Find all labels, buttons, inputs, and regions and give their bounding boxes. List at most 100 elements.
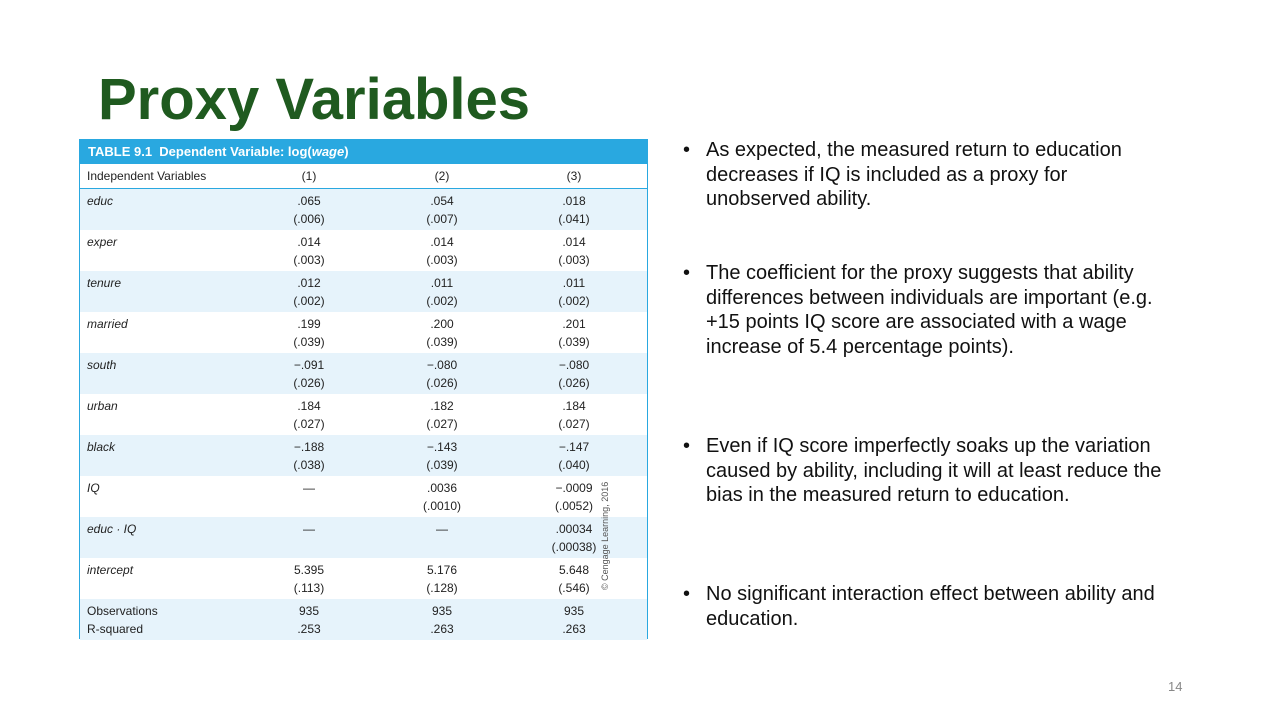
cell-value: (.00038) <box>551 540 597 554</box>
cell-value: .014 <box>562 235 586 249</box>
cell-value: −.147 <box>558 440 590 454</box>
cell-value: .201 <box>562 317 586 331</box>
cell-value: (.113) <box>293 581 325 595</box>
footer-row: Observations R-squared 935 .253 935 .263 935 .2… <box>80 599 647 640</box>
footer-name: R-squared <box>87 622 144 636</box>
header-row: Independent Variables (1) (2) (3) <box>80 164 647 189</box>
table-row: urban .184 (.027) .182 (.027) .184 (.027) <box>80 394 647 435</box>
variable-name: south <box>87 358 117 372</box>
copyright: © Cengage Learning, 2016 <box>600 481 610 590</box>
footer-value: .263 <box>562 622 586 636</box>
table-row: educ · IQ — — .00034 (.00038) <box>80 517 647 558</box>
footer-value: 935 <box>563 604 585 618</box>
variable-name: intercept <box>87 563 134 577</box>
regression-table: TABLE 9.1 Dependent Variable: log(wage) … <box>79 139 648 640</box>
cell-value: .200 <box>430 317 454 331</box>
bullet-text: As expected, the measured return to educ… <box>706 139 1122 210</box>
cell-value: (.0052) <box>554 499 594 513</box>
cell-value: (.006) <box>293 212 325 226</box>
header-cell: (1) <box>301 169 317 183</box>
cell-value: .014 <box>430 235 454 249</box>
cell-value: .054 <box>430 194 454 208</box>
cell-value: .199 <box>297 317 321 331</box>
footer-value: .253 <box>297 622 321 636</box>
cell-value: (.039) <box>426 458 458 472</box>
caption-suffix: ) <box>344 144 349 159</box>
bullet-dot: • <box>683 139 691 161</box>
table-row: educ .065 (.006) .054 (.007) .018 (.041) <box>80 189 647 230</box>
cell-value: (.027) <box>293 417 325 431</box>
cell-value: −.188 <box>293 440 325 454</box>
cell-value: (.128) <box>426 581 458 595</box>
variable-name: educ · IQ <box>87 522 137 536</box>
variable-name: married <box>87 317 128 331</box>
cell-value: (.040) <box>558 458 590 472</box>
cell-value: −.080 <box>558 358 590 372</box>
cell-value: (.039) <box>558 335 590 349</box>
bullet-text: No significant interaction effect betwee… <box>706 583 1155 630</box>
cell-value: (.026) <box>293 376 325 390</box>
cell-value: .184 <box>562 399 586 413</box>
header-cell: Independent Variables <box>87 169 207 183</box>
variable-name: educ <box>87 194 114 208</box>
title: Proxy Variables <box>98 67 531 132</box>
footer-name: Observations <box>87 604 158 618</box>
table-row: intercept 5.395 (.113) 5.176 (.128) 5.648 (.54… <box>80 558 647 599</box>
cell-value: (.003) <box>293 253 325 267</box>
cell-value: 5.648 <box>558 563 590 577</box>
bullet-text: Even if IQ score imperfectly soaks up th… <box>706 435 1162 506</box>
table-row: south −.091 (.026) −.080 (.026) −.080 (.026) <box>80 353 647 394</box>
cell-value: −.091 <box>293 358 325 372</box>
bullet-text: The coefficient for the proxy suggests t… <box>706 262 1153 358</box>
footer-value: .263 <box>430 622 454 636</box>
cell-value: (.041) <box>558 212 590 226</box>
bullet-dot: • <box>683 435 691 457</box>
cell-value: — <box>303 481 315 495</box>
bullet-item: • No significant interaction effect betwe… <box>683 582 1173 631</box>
bullet-item: • Even if IQ score imperfectly soaks up t… <box>683 434 1173 508</box>
cell-value: (.027) <box>558 417 590 431</box>
table-row: tenure .012 (.002) .011 (.002) .011 (.002) <box>80 271 647 312</box>
cell-value: (.002) <box>558 294 590 308</box>
cell-value: −.0009 <box>555 481 593 495</box>
table-row: married .199 (.039) .200 (.039) .201 (.039) <box>80 312 647 353</box>
cell-value: (.039) <box>293 335 325 349</box>
bullet-item: • The coefficient for the proxy suggests … <box>683 261 1173 359</box>
cell-value: .184 <box>297 399 321 413</box>
cell-value: — <box>436 522 448 536</box>
table-row: black −.188 (.038) −.143 (.039) −.147 (.040) <box>80 435 647 476</box>
cell-value: .182 <box>430 399 454 413</box>
cell-value: 5.176 <box>426 563 458 577</box>
page-number: 14 <box>1168 679 1183 694</box>
header-cell: (3) <box>566 169 582 183</box>
header-cell: (2) <box>434 169 450 183</box>
footer-value: 935 <box>298 604 320 618</box>
cell-value: .014 <box>297 235 321 249</box>
table-row: exper .014 (.003) .014 (.003) .014 (.003) <box>80 230 647 271</box>
variable-name: black <box>87 440 116 454</box>
footer-value: 935 <box>431 604 453 618</box>
cell-value: (.002) <box>426 294 458 308</box>
cell-value: (.026) <box>558 376 590 390</box>
cell-value: .065 <box>297 194 321 208</box>
cell-value: (.0010) <box>422 499 462 513</box>
variable-name: exper <box>87 235 118 249</box>
cell-value: (.039) <box>426 335 458 349</box>
cell-value: (.003) <box>426 253 458 267</box>
cell-value: (.007) <box>426 212 458 226</box>
cell-value: (.038) <box>293 458 325 472</box>
table-label: TABLE 9.1 <box>88 144 153 159</box>
caption-var: wage <box>311 144 345 159</box>
cell-value: (.026) <box>426 376 458 390</box>
cell-value: 5.395 <box>293 563 325 577</box>
caption-prefix: Dependent Variable: log( <box>159 144 312 159</box>
cell-value: .0036 <box>426 481 458 495</box>
variable-name: IQ <box>87 481 100 495</box>
cell-value: .018 <box>562 194 586 208</box>
table-row: IQ — .0036 (.0010) −.0009 (.0052) <box>80 476 647 517</box>
cell-value: .011 <box>562 276 586 290</box>
variable-name: tenure <box>87 276 122 290</box>
cell-value: .011 <box>430 276 454 290</box>
cell-value: (.003) <box>558 253 590 267</box>
